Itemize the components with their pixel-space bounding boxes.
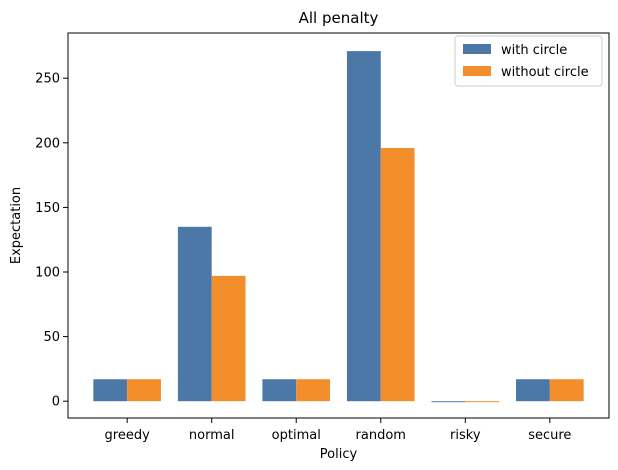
x-tick-label: greedy (105, 428, 151, 443)
bar-normal-with-circle (177, 226, 212, 402)
bar-random-with-circle (346, 51, 381, 402)
x-axis-title: Policy (320, 447, 358, 462)
bar-risky-with-circle (431, 401, 466, 403)
bar-random-without-circle (380, 147, 415, 402)
x-tick-label: random (356, 428, 406, 443)
y-tick-label: 150 (35, 201, 60, 216)
legend-label: without circle (501, 65, 589, 80)
plot-frame (67, 32, 610, 419)
chart-title: All penalty (299, 9, 379, 27)
x-tick-label: normal (189, 428, 235, 443)
bar-optimal-without-circle (296, 379, 331, 402)
legend-swatch (463, 44, 491, 54)
bar-normal-without-circle (211, 275, 246, 402)
y-tick-label: 0 (52, 395, 60, 410)
y-tick-label: 250 (35, 72, 60, 87)
bar-optimal-with-circle (262, 379, 297, 402)
bar-greedy-with-circle (93, 379, 128, 402)
bar-secure-without-circle (549, 379, 584, 402)
bar-secure-with-circle (516, 379, 550, 402)
x-tick-label: secure (528, 428, 571, 443)
y-tick-label: 200 (35, 136, 60, 151)
x-tick-label: risky (450, 428, 481, 443)
y-axis-title: Expectation (9, 187, 24, 264)
x-axis: greedy normal optimal random risky secure (105, 418, 571, 443)
y-axis: 0 50 100 150 200 250 (35, 72, 68, 410)
legend-label: with circle (501, 43, 567, 58)
legend-swatch (463, 66, 491, 76)
legend-box (454, 35, 603, 87)
y-tick-label: 100 (35, 266, 60, 281)
legend: with circle without circle (454, 35, 603, 87)
y-tick-label: 50 (43, 330, 60, 345)
bar-greedy-without-circle (127, 379, 161, 402)
bar-risky-without-circle (465, 401, 500, 403)
bars-group (93, 51, 584, 403)
x-tick-label: optimal (272, 428, 321, 443)
